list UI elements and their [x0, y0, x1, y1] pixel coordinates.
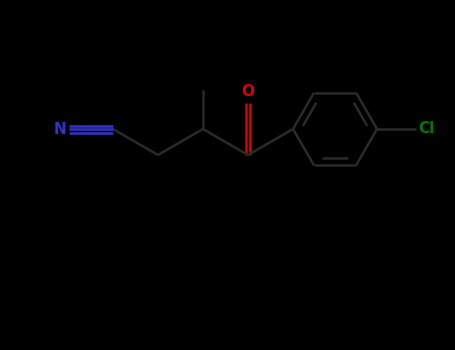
- Text: Cl: Cl: [418, 121, 434, 136]
- Text: N: N: [54, 121, 67, 136]
- Text: O: O: [242, 84, 254, 99]
